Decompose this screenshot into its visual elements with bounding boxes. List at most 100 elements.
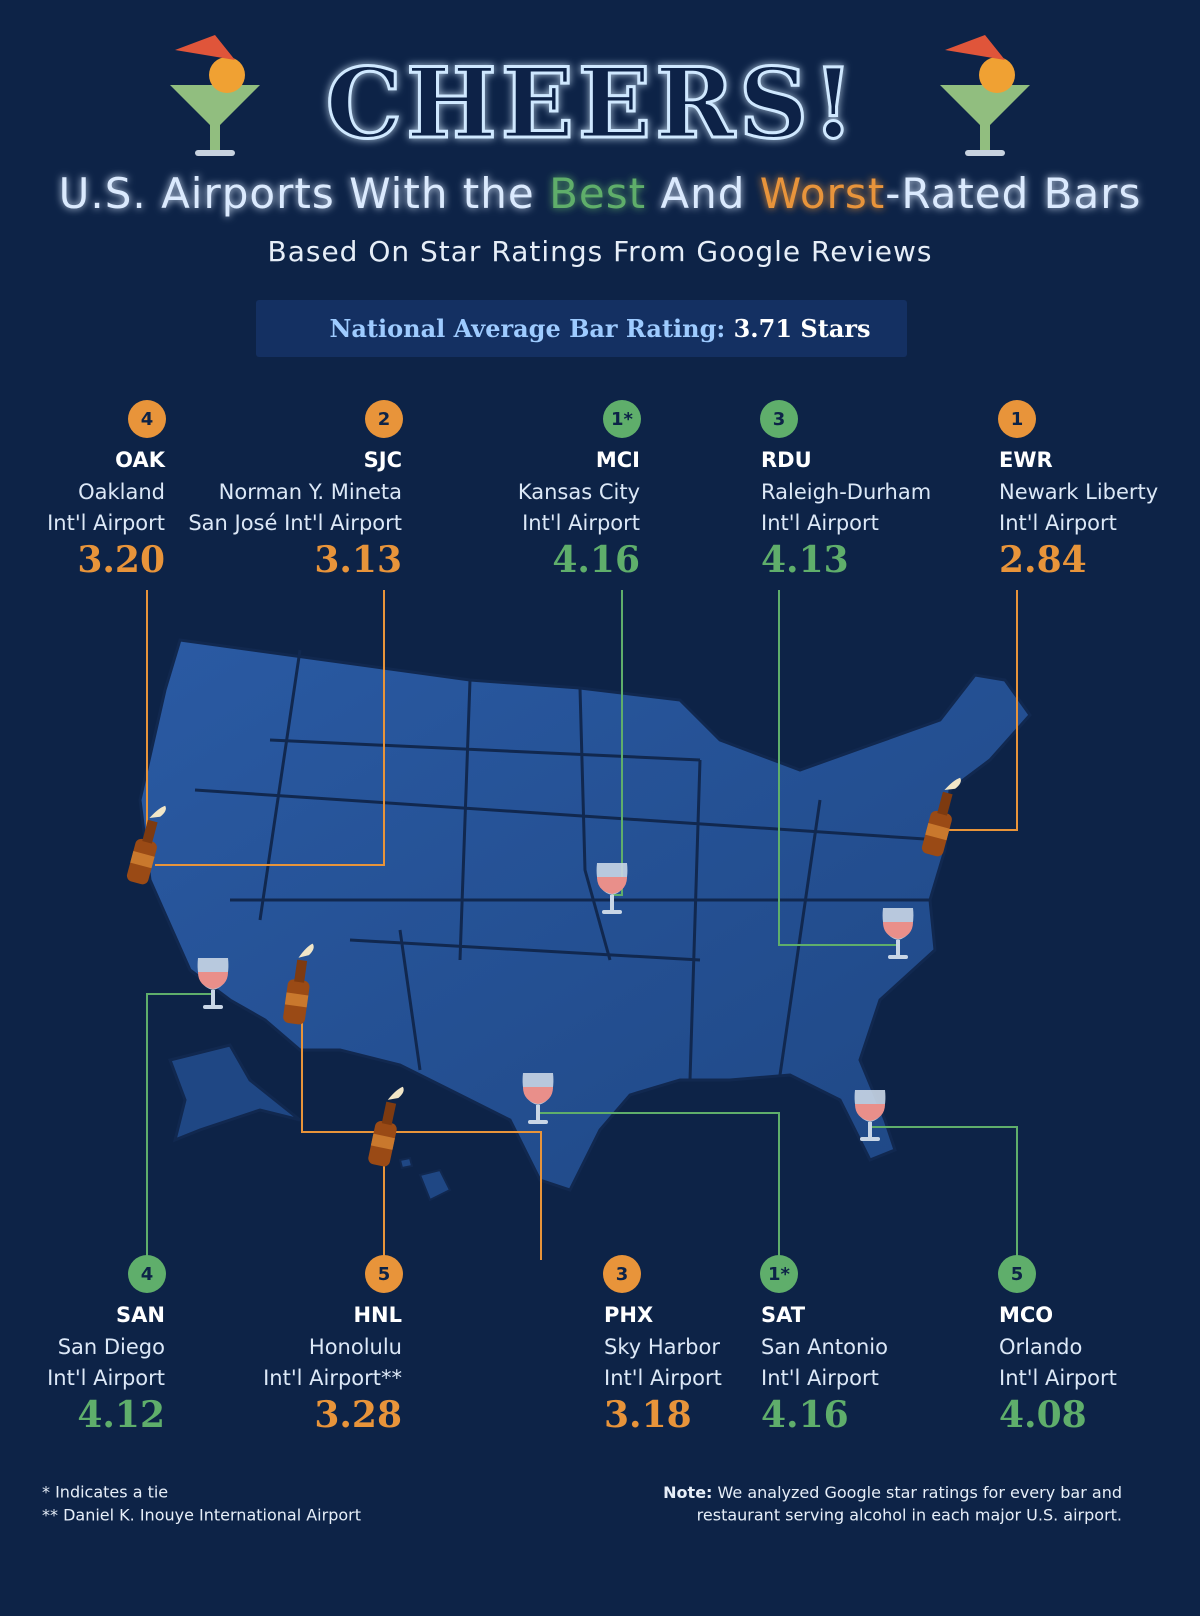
glass-wine — [883, 922, 913, 939]
average-label: National Average Bar Rating: — [329, 314, 725, 343]
rank-badge — [760, 400, 798, 438]
beer-bottle-marker — [126, 805, 166, 885]
rank: 5 — [378, 1264, 391, 1285]
glass-base — [860, 1137, 880, 1141]
subtitle: U.S. Airports With the Best And Worst-Ra… — [59, 169, 1142, 218]
glass-stem — [610, 895, 614, 911]
rating: 2.84 — [999, 539, 1087, 581]
average-box — [256, 300, 907, 357]
airport-code: RDU — [761, 448, 812, 472]
note: Note: We analyzed Google star ratings fo… — [663, 1483, 1122, 1502]
bottle-foam — [944, 777, 961, 791]
bottle-foam — [298, 943, 314, 958]
airport-code: PHX — [604, 1303, 653, 1327]
rank: 5 — [1011, 1264, 1024, 1285]
subtitle-part: U.S. Airports With the — [59, 169, 549, 218]
footnote: ** Daniel K. Inouye International Airpor… — [42, 1506, 361, 1525]
rank-badge — [365, 1255, 403, 1293]
us-map — [138, 638, 1032, 1202]
airport-name: Int'l Airport — [999, 1366, 1117, 1390]
bottle-neck — [381, 1101, 397, 1126]
rank: 4 — [141, 409, 154, 430]
note-label: Note: — [663, 1483, 712, 1502]
airport-name: Oakland — [78, 480, 165, 504]
connector-line — [301, 1010, 542, 1260]
rank: 2 — [378, 409, 391, 430]
airport-code: MCO — [999, 1303, 1053, 1327]
bottle-foam — [387, 1086, 404, 1100]
subtitle-part: And — [646, 169, 760, 218]
glass-stem — [211, 990, 215, 1006]
rank-badge — [603, 1255, 641, 1293]
airport-name: San Diego — [58, 1335, 165, 1359]
airport-code: EWR — [999, 448, 1053, 472]
rank-badge — [998, 400, 1036, 438]
glass-wine — [597, 877, 627, 894]
glass-wine — [855, 1104, 885, 1121]
rank-badge — [128, 1255, 166, 1293]
glass-base — [528, 1120, 548, 1124]
connector-line — [872, 1126, 1018, 1260]
airport-name: Int'l Airport — [999, 511, 1117, 535]
rank: 4 — [141, 1264, 154, 1285]
airport-name: Int'l Airport — [761, 1366, 879, 1390]
rating: 4.16 — [552, 539, 640, 581]
connector-line — [538, 1112, 780, 1260]
rank: 3 — [616, 1264, 629, 1285]
glass-wine — [198, 972, 228, 989]
airport-name: Raleigh-Durham — [761, 480, 931, 504]
bottle-foam — [149, 805, 166, 819]
bottle-label — [370, 1133, 395, 1150]
note-line: We analyzed Google star ratings for ever… — [718, 1483, 1122, 1502]
wine-glass-marker — [197, 958, 229, 1009]
note-line: restaurant serving alcohol in each major… — [697, 1506, 1122, 1525]
wine-glass-marker — [854, 1090, 886, 1141]
connector-line — [778, 590, 898, 946]
glass-base — [602, 910, 622, 914]
airport-name: San Antonio — [761, 1335, 888, 1359]
bottle-neck — [294, 959, 308, 983]
airport-name: Int'l Airport — [47, 511, 165, 535]
glass-wine — [523, 1087, 553, 1104]
rank: 3 — [773, 409, 786, 430]
martini-icon-left — [170, 35, 260, 156]
connector-line — [155, 590, 385, 866]
rating: 4.08 — [999, 1394, 1087, 1436]
rating: 4.12 — [77, 1394, 165, 1436]
airport-name: San José Int'l Airport — [188, 511, 402, 535]
bottle-label — [284, 992, 309, 1008]
wine-glass-marker — [882, 908, 914, 959]
airport-name: Newark Liberty — [999, 480, 1158, 504]
tagline: Based On Star Ratings From Google Review… — [267, 235, 932, 268]
airport-code: SAT — [761, 1303, 806, 1327]
rank-badge — [760, 1255, 798, 1293]
martini-icon-right — [940, 35, 1030, 156]
subtitle-part: Worst — [760, 169, 885, 218]
airport-code: HNL — [353, 1303, 402, 1327]
beer-bottle-marker — [921, 777, 961, 857]
airport-name: Int'l Airport — [47, 1366, 165, 1390]
rating: 3.20 — [77, 539, 165, 581]
title: CHEERS! — [326, 47, 859, 160]
airport-name: Int'l Airport — [522, 511, 640, 535]
rank: 1 — [1011, 409, 1024, 430]
airport-name: Int'l Airport — [604, 1366, 722, 1390]
footnote: * Indicates a tie — [42, 1483, 168, 1502]
glass-stem — [868, 1122, 872, 1138]
glass-base — [888, 955, 908, 959]
bottle-label — [130, 851, 155, 869]
airport-name: Honolulu — [309, 1335, 402, 1359]
glass-stem — [896, 940, 900, 956]
wine-glass-marker — [522, 1073, 554, 1124]
airport-name: Int'l Airport** — [263, 1366, 402, 1390]
airport-name: Int'l Airport — [761, 511, 879, 535]
rating: 3.28 — [314, 1394, 402, 1436]
airport-code: MCI — [596, 448, 640, 472]
average-text: National Average Bar Rating: 3.71 Stars — [329, 314, 870, 343]
airport-name: Sky Harbor — [604, 1335, 720, 1359]
rating: 4.13 — [761, 539, 849, 581]
bottle-neck — [937, 791, 953, 816]
rank-badge — [603, 400, 641, 438]
bottle-label — [925, 823, 950, 841]
